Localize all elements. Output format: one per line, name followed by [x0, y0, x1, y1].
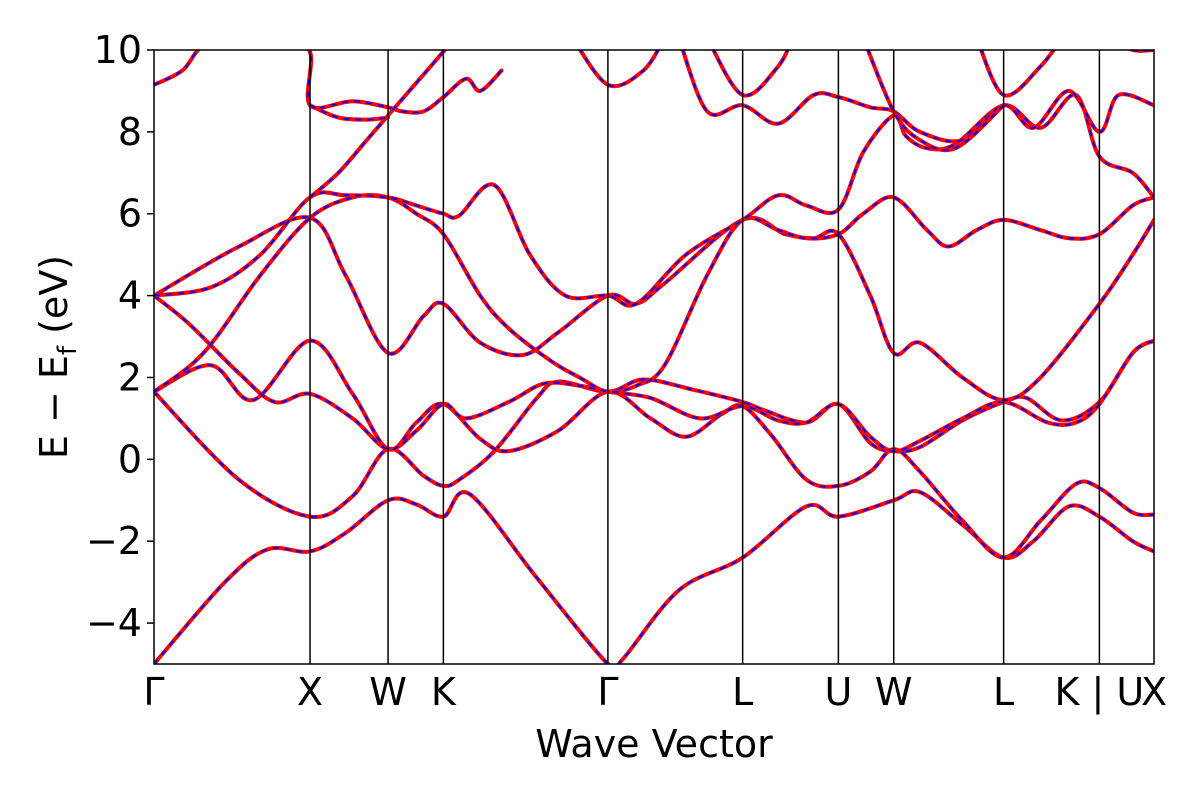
band-13-solid [711, 50, 790, 98]
band-1-dashed [154, 490, 1154, 664]
x-tick-label-8: W [875, 670, 913, 714]
band-13-dashed [712, 50, 789, 97]
y-tick-label-3: 0 [118, 437, 142, 481]
band-3-dashed [154, 339, 1154, 559]
band-16-solid [1127, 50, 1154, 53]
x-tick-label-10: K | U [1055, 670, 1145, 715]
band-12-solid [680, 50, 1154, 144]
y-tick-label-4: 2 [118, 355, 142, 399]
band-15-solid [979, 50, 1057, 98]
band-8-dashed [154, 50, 503, 114]
y-tick-label-6: 6 [118, 192, 142, 236]
x-tick-label-9: L [993, 670, 1014, 714]
y-axis-ticks: −4 −2 0 2 4 6 8 10 [86, 28, 154, 645]
x-tick-label-7: U [824, 670, 852, 714]
band-11-dashed [579, 50, 660, 88]
x-tick-label-11: X [1141, 670, 1167, 714]
band-15-dashed [980, 50, 1055, 97]
band-5-dashed [154, 216, 1154, 402]
band-16-dashed [1129, 50, 1154, 52]
high-symmetry-lines [309, 50, 1101, 664]
y-axis-label-unit: (eV) [32, 255, 76, 346]
x-tick-label-6: L [732, 670, 753, 714]
y-axis-label-main: E − E [32, 355, 76, 459]
x-axis-label: Wave Vector [535, 722, 773, 766]
x-tick-label-5: Γ [597, 670, 618, 714]
band-4-dashed [154, 294, 1154, 453]
y-axis-label: E − Ef (eV) [32, 255, 83, 459]
plot-frame [153, 49, 1155, 665]
y-tick-label-8: 10 [94, 28, 142, 72]
band-12-dashed [681, 50, 1154, 143]
y-tick-label-1: −4 [86, 601, 142, 645]
x-tick-label-2: X [297, 670, 323, 714]
y-tick-label-2: −2 [86, 519, 142, 563]
band-14-dashed [866, 50, 1005, 152]
x-tick-label-1: Γ [143, 670, 164, 714]
y-axis-label-subscript: f [53, 345, 83, 355]
x-tick-label-3: W [369, 670, 407, 714]
x-tick-label-4: K [431, 670, 457, 714]
band-10-dashed [309, 104, 389, 121]
y-tick-label-5: 4 [118, 274, 142, 318]
y-tick-label-7: 8 [118, 110, 142, 154]
